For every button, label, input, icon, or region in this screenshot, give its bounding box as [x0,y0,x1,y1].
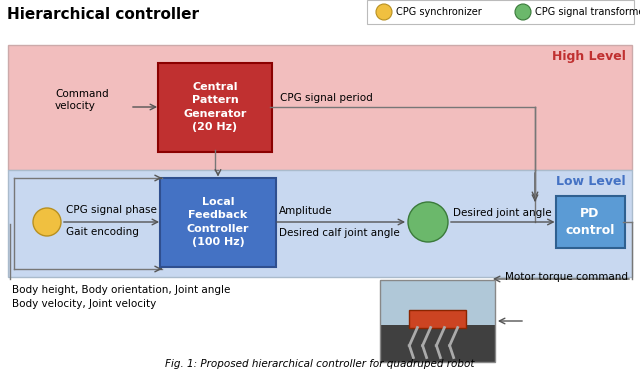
Text: PD
control: PD control [565,207,614,237]
Text: CPG signal phase: CPG signal phase [66,205,157,215]
Text: Desired calf joint angle: Desired calf joint angle [279,228,400,238]
Text: Body velocity, Joint velocity: Body velocity, Joint velocity [12,299,156,309]
FancyBboxPatch shape [8,170,632,277]
FancyBboxPatch shape [158,63,272,152]
FancyBboxPatch shape [380,280,495,325]
Text: Gait encoding: Gait encoding [66,227,139,237]
Circle shape [408,202,448,242]
FancyBboxPatch shape [556,196,625,248]
Text: Hierarchical controller: Hierarchical controller [7,7,199,22]
Text: High Level: High Level [552,50,626,63]
Text: CPG signal period: CPG signal period [280,93,372,103]
Text: Central
Pattern
Generator
(20 Hz): Central Pattern Generator (20 Hz) [183,82,246,132]
Text: Desired joint angle: Desired joint angle [453,208,552,218]
Text: Low Level: Low Level [556,175,626,188]
Text: Motor torque command: Motor torque command [505,272,628,282]
Text: Amplitude: Amplitude [279,206,333,216]
FancyBboxPatch shape [380,325,495,362]
Text: Body height, Body orientation, Joint angle: Body height, Body orientation, Joint ang… [12,285,230,295]
Circle shape [376,4,392,20]
Text: CPG synchronizer: CPG synchronizer [396,7,482,17]
FancyBboxPatch shape [409,309,467,327]
Circle shape [33,208,61,236]
FancyBboxPatch shape [367,0,634,24]
Text: CPG signal transformer: CPG signal transformer [535,7,640,17]
FancyBboxPatch shape [160,177,276,267]
Text: Local
Feedback
Controller
(100 Hz): Local Feedback Controller (100 Hz) [187,197,249,247]
Text: Fig. 1: Proposed hierarchical controller for quadruped robot: Fig. 1: Proposed hierarchical controller… [165,359,475,369]
Circle shape [515,4,531,20]
FancyBboxPatch shape [8,45,632,170]
Text: Command
velocity: Command velocity [55,89,109,111]
